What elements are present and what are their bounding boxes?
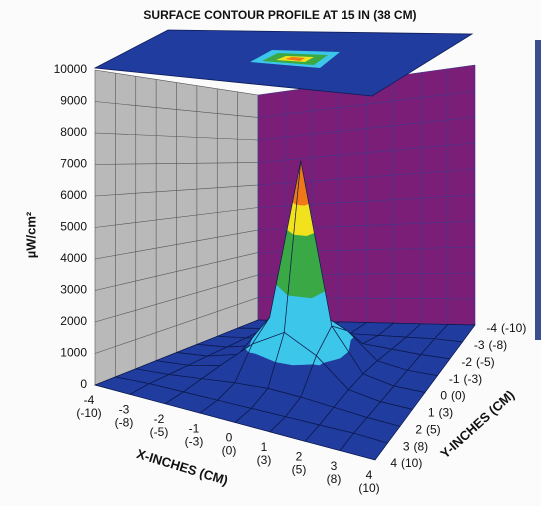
x-tick-label-cm: (5) [292,462,307,476]
x-tick-label-cm: (-10) [76,406,101,420]
x-tick-label: 0 [226,431,233,445]
x-tick-label: 1 [261,440,268,454]
y-tick-label-cm: (5) [426,422,441,436]
x-tick-label: -2 [154,412,165,426]
y-tick-label: -1 [449,372,460,386]
y-tick-label-cm: (3) [439,406,454,420]
y-tick-label-cm: (-3) [464,372,483,386]
x-tick-label-cm: (-5) [150,425,169,439]
y-tick-label-cm: (-10) [501,321,526,335]
z-tick-label: 9000 [60,94,87,108]
z-tick-label: 5000 [60,220,87,234]
x-tick-label: -1 [189,421,200,435]
z-tick-label: 7000 [60,157,87,171]
z-tick-label: 2000 [60,314,87,328]
z-axis-label: µW/cm² [23,211,38,258]
top-cap [93,29,474,97]
cap-contour [285,57,305,61]
y-tick-label: -3 [474,338,485,352]
y-tick-label-cm: (10) [401,456,422,470]
y-tick-label-cm: (0) [451,389,466,403]
x-tick-label-cm: (3) [257,453,272,467]
y-tick-label: -4 [486,321,497,335]
z-tick-label: 8000 [60,125,87,139]
x-tick-label-cm: (-3) [185,434,204,448]
surface [93,160,476,461]
z-tick-label: 0 [80,377,87,391]
x-tick-label-cm: (0) [222,444,237,458]
y-tick-label-cm: (-8) [489,338,508,352]
z-tick-label: 10000 [54,62,88,76]
edge-strip [535,40,541,340]
y-tick-label-cm: (8) [414,439,429,453]
surface-mesh [339,432,389,461]
y-tick-label: 4 [390,456,397,470]
x-tick-label: 2 [296,449,303,463]
y-tick-label: 0 [440,389,447,403]
x-tick-label: -3 [119,403,130,417]
z-tick-label: 3000 [60,283,87,297]
z-tick-label: 6000 [60,188,87,202]
chart-title: SURFACE CONTOUR PROFILE AT 15 IN (38 CM) [143,8,416,22]
y-tick-label: 3 [403,439,410,453]
y-tick-label-cm: (-5) [476,355,495,369]
x-tick-label-cm: (10) [358,481,379,495]
y-tick-label: 2 [415,422,422,436]
y-tick-label: 1 [428,406,435,420]
y-tick-label: -2 [461,355,472,369]
z-tick-label: 4000 [60,251,87,265]
z-tick-label: 1000 [60,346,87,360]
x-tick-label-cm: (-8) [115,416,134,430]
x-tick-label: 4 [366,468,373,482]
x-tick-label: 3 [331,459,338,473]
x-tick-label: -4 [84,393,95,407]
x-tick-label-cm: (8) [327,472,342,486]
